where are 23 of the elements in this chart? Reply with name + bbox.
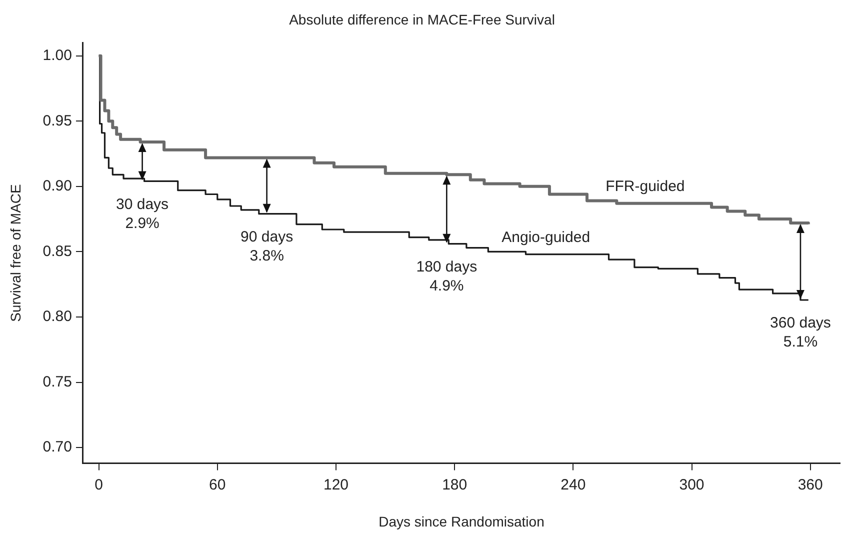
x-tick-label: 300 xyxy=(679,476,704,494)
x-tick-label: 180 xyxy=(442,476,468,494)
y-tick-label: 0.95 xyxy=(42,112,72,130)
annotation: 90 days 3.8% xyxy=(240,228,294,264)
y-tick-label: 0.75 xyxy=(42,373,72,390)
y-tick-label: 0.90 xyxy=(42,178,72,195)
y-tick-label: 0.80 xyxy=(42,308,72,326)
y-tick-label: 0.70 xyxy=(42,438,72,456)
y-tick-label: 1.00 xyxy=(42,46,72,64)
y-tick-label: 0.85 xyxy=(42,242,72,260)
x-tick-label: 0 xyxy=(94,476,103,494)
annotation: 30 days 2.9% xyxy=(116,196,169,232)
x-tick-label: 360 xyxy=(798,476,823,494)
y-axis-title: Survival free of MACE xyxy=(7,184,24,322)
annotation: 180 days 4.9% xyxy=(416,258,478,294)
series-label: Angio-guided xyxy=(502,228,590,246)
x-axis-title: Days since Randomisation xyxy=(378,513,544,530)
series-label: FFR-guided xyxy=(606,178,685,196)
x-tick-label: 120 xyxy=(323,476,349,494)
chart-title: Absolute difference in MACE-Free Survival xyxy=(289,11,555,28)
x-tick-label: 240 xyxy=(560,476,586,494)
x-tick-label: 60 xyxy=(209,476,226,494)
annotation: 360 days 5.1% xyxy=(770,314,831,351)
